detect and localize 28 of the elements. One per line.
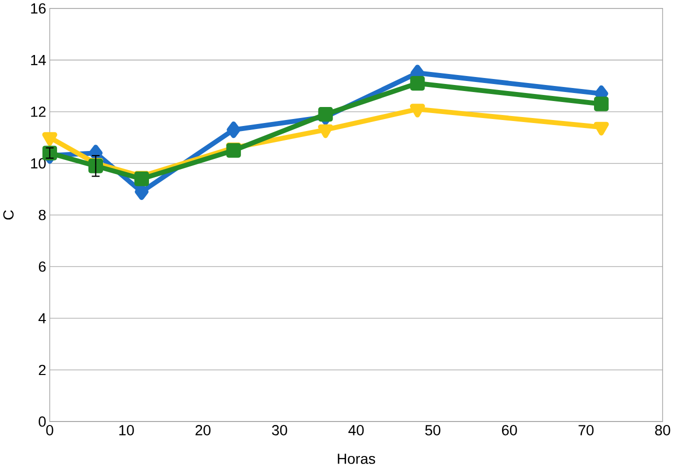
y-tick-label: 4 xyxy=(38,313,46,324)
point xyxy=(42,132,58,146)
x-axis-title: Horas xyxy=(338,454,376,464)
point xyxy=(410,76,425,91)
y-tick-label: 2 xyxy=(38,364,46,375)
point xyxy=(594,122,609,136)
point xyxy=(318,106,333,122)
point xyxy=(226,121,240,138)
y-tick-label: 6 xyxy=(38,261,46,272)
point xyxy=(594,96,609,112)
point xyxy=(318,124,334,138)
y-tick-label: 12 xyxy=(31,106,46,117)
x-tick-label: 60 xyxy=(502,424,517,436)
x-tick-label: 0 xyxy=(46,424,54,436)
point xyxy=(410,104,425,118)
y-tick-label: 10 xyxy=(31,158,46,168)
x-tick-label: 20 xyxy=(196,424,210,436)
x-tick-label: 70 xyxy=(578,424,594,436)
x-tick-label: 50 xyxy=(425,424,440,436)
x-tick-label: 40 xyxy=(348,424,364,436)
y-tick-label: 14 xyxy=(31,54,46,65)
y-tick-label: 8 xyxy=(38,210,46,220)
y-axis-title: C xyxy=(3,210,14,220)
y-tick-label: 0 xyxy=(38,416,46,427)
x-tick-label: 30 xyxy=(272,424,288,436)
y-tick-label: 16 xyxy=(31,3,46,14)
x-tick-label: 10 xyxy=(119,424,134,436)
x-tick-label: 80 xyxy=(655,424,670,436)
